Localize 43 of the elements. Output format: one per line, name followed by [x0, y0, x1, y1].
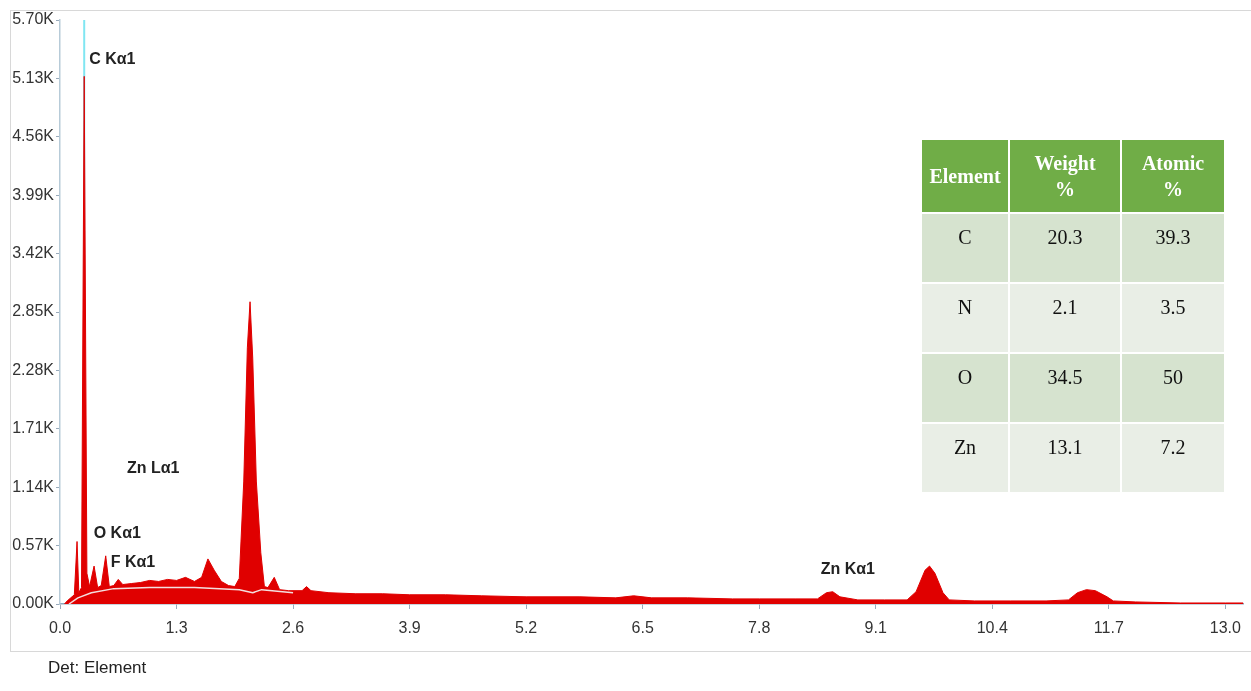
x-tick-label: 6.5	[631, 619, 654, 637]
y-tick-label: 3.42K	[12, 244, 55, 262]
ref-line-label: C Kα1	[89, 50, 136, 68]
y-tick-label: 0.00K	[12, 594, 55, 612]
y-tick-label: 5.70K	[12, 10, 55, 28]
annotation: Zn Lα1	[127, 459, 180, 477]
y-tick-label: 5.13K	[12, 68, 55, 86]
category-label: O	[922, 354, 1008, 422]
x-tick-label: 3.9	[398, 619, 421, 637]
y-tick-label: 2.85K	[12, 302, 55, 320]
y-tick-label: 3.99K	[12, 185, 55, 203]
category-label: N	[922, 284, 1008, 352]
x-tick-label: 2.6	[281, 619, 305, 637]
x-tick-label: 1.3	[165, 619, 188, 637]
series-label: Weight %	[1034, 151, 1096, 202]
data-label: 34.5	[1010, 354, 1120, 422]
data-label: 13.1	[1010, 424, 1120, 492]
data-label: 2.1	[1010, 284, 1120, 352]
annotation: F Kα1	[110, 552, 156, 570]
data-label: 50	[1122, 354, 1224, 422]
y-tick-label: 0.57K	[12, 536, 55, 554]
y-tick-label: 1.71K	[12, 419, 55, 437]
text: Det: Element	[48, 658, 147, 678]
x-tick-label: 9.1	[864, 619, 887, 637]
annotation: Zn Kα1	[820, 560, 876, 578]
x-tick-label: 10.4	[976, 619, 1008, 637]
category-label: C	[922, 214, 1008, 282]
text: Element	[929, 164, 1001, 189]
y-tick-label: 4.56K	[12, 127, 55, 145]
y-tick-label: 2.28K	[12, 360, 55, 378]
series-label: Atomic %	[1141, 151, 1205, 202]
data-label: 7.2	[1122, 424, 1224, 492]
x-tick-label: 7.8	[748, 619, 771, 637]
category-label: Zn	[922, 424, 1008, 492]
annotation: O Kα1	[93, 524, 141, 542]
y-tick-label: 1.14K	[12, 477, 55, 495]
data-label: 20.3	[1010, 214, 1120, 282]
x-tick-label: 13.0	[1209, 619, 1242, 637]
x-tick-label: 0.0	[48, 619, 72, 637]
x-tick-label: 11.7	[1093, 619, 1124, 637]
data-label: 3.5	[1122, 284, 1224, 352]
data-label: 39.3	[1122, 214, 1224, 282]
x-tick-label: 5.2	[515, 619, 538, 637]
